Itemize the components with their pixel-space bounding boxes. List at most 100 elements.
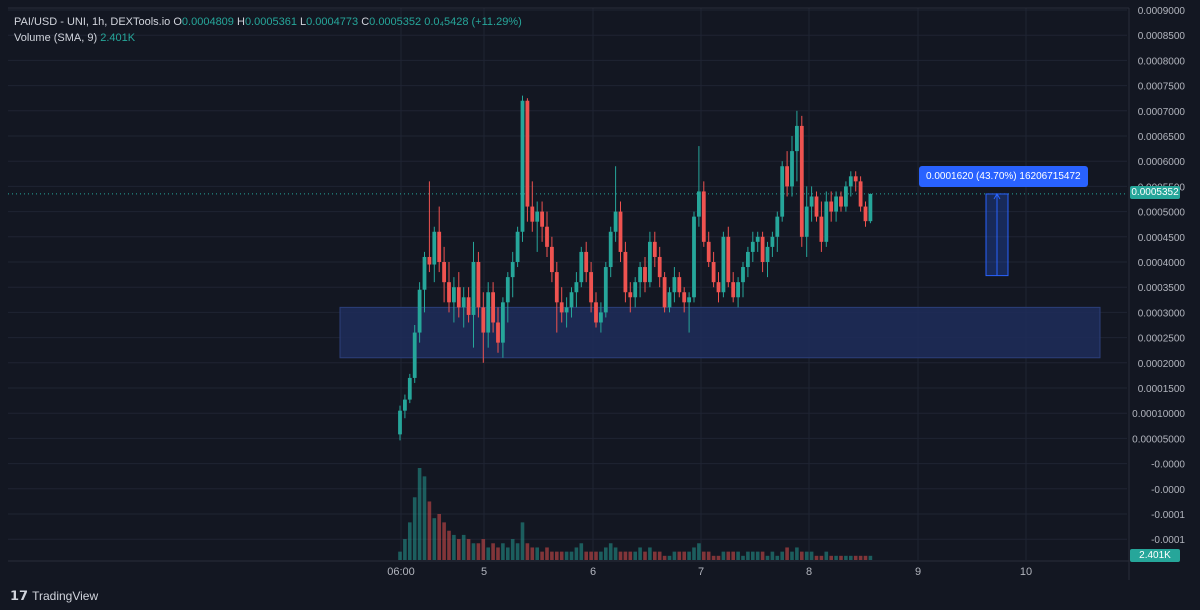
candle-body <box>804 206 809 237</box>
volume-bar <box>755 551 760 560</box>
volume-bar <box>550 551 554 560</box>
candle-body <box>456 287 461 308</box>
candle-body <box>515 231 520 262</box>
candle-body <box>648 241 652 283</box>
price-tick-label: 0.0007500 <box>1138 82 1186 93</box>
candle-body <box>750 241 755 252</box>
candle-body <box>432 231 437 265</box>
candle-body <box>603 267 608 313</box>
volume-bar <box>667 555 672 560</box>
volume-bar <box>662 555 667 560</box>
price-tick-label: 0.0006500 <box>1138 132 1186 143</box>
candle-body <box>844 186 848 207</box>
candle-body <box>501 302 505 343</box>
candle-body <box>496 322 500 343</box>
price-tick-label: 0.0006000 <box>1138 157 1186 168</box>
volume-bar <box>618 551 623 560</box>
candle-body <box>452 287 456 303</box>
candle-body <box>706 241 711 262</box>
candle-body <box>839 196 843 207</box>
volume-bar <box>501 543 505 560</box>
volume-bar <box>800 551 804 560</box>
volume-bar <box>447 530 451 560</box>
volume-bar <box>760 551 765 560</box>
volume-bar <box>476 543 481 560</box>
candle-body <box>863 206 868 222</box>
close-value: 0.0005352 <box>369 16 422 28</box>
volume-bar <box>608 543 613 560</box>
candle-body <box>608 231 613 268</box>
volume-bar <box>564 551 569 560</box>
time-tick-label: 10 <box>1020 566 1032 578</box>
tradingview-brand[interactable]: 𝟭𝟳 TradingView <box>10 588 98 604</box>
volume-label: Volume (SMA, 9) <box>14 32 98 44</box>
ohlc-line: PAI/USD - UNI, 1h, DEXTools.io O0.000480… <box>14 14 522 30</box>
candle-body <box>461 297 466 308</box>
volume-bar <box>584 551 588 560</box>
volume-bar <box>824 551 829 560</box>
volume-bar <box>653 551 657 560</box>
volume-bar <box>427 501 432 560</box>
volume-bar <box>819 555 824 560</box>
volume-value: 2.401K <box>100 32 136 44</box>
candle-body <box>579 251 584 283</box>
price-tick-label: 0.0008000 <box>1138 56 1186 67</box>
candle-body <box>559 302 564 313</box>
high-key: H <box>236 16 245 28</box>
candle-body <box>868 193 873 222</box>
volume-bar <box>408 522 412 560</box>
candle-body <box>716 282 721 293</box>
candle-body <box>760 236 765 262</box>
brand-label: TradingView <box>32 589 99 603</box>
candle-body <box>574 282 579 293</box>
volume-bar <box>471 543 476 560</box>
volume-bar <box>770 551 775 560</box>
volume-bar <box>795 547 799 560</box>
candle-body <box>618 211 623 252</box>
time-tick-label: 9 <box>915 566 921 578</box>
low-key: L <box>300 16 307 28</box>
volume-bar <box>726 551 731 560</box>
volume-bar <box>594 551 598 560</box>
candle-body <box>746 251 750 268</box>
candle-body <box>682 292 687 303</box>
price-tick-label: -0.0001 <box>1151 535 1185 546</box>
candle-body <box>476 262 481 308</box>
volume-bar <box>672 551 677 560</box>
volume-bar <box>863 555 868 560</box>
volume-bar <box>613 547 618 560</box>
candle-body <box>633 282 638 298</box>
volume-bar <box>491 543 495 560</box>
candle-body <box>540 211 544 227</box>
candle-body <box>520 100 525 232</box>
volume-bar <box>437 514 441 560</box>
change-value: 0.0₄5428 (+11.29%) <box>424 16 522 28</box>
volume-bar <box>623 551 628 560</box>
candle-body <box>623 251 628 293</box>
candle-body <box>853 176 858 182</box>
candle-body <box>442 262 446 283</box>
candle-body <box>795 125 799 152</box>
volume-bar <box>628 551 633 560</box>
price-tick-label: 0.0001500 <box>1138 384 1186 395</box>
candle-body <box>564 307 569 313</box>
volume-bar <box>844 555 848 560</box>
volume-bar <box>515 543 520 560</box>
candle-body <box>731 282 736 298</box>
open-key: O <box>173 16 182 28</box>
volume-bar <box>569 551 574 560</box>
candle-body <box>848 176 853 187</box>
candle-body <box>486 292 491 333</box>
candle-body <box>427 256 432 265</box>
chart-legend: PAI/USD - UNI, 1h, DEXTools.io O0.000480… <box>14 14 522 46</box>
candle-body <box>437 231 442 262</box>
price-tick-label: 0.0003000 <box>1138 308 1186 319</box>
measure-label[interactable]: 0.0001620 (43.70%) 16206715472 <box>919 166 1088 187</box>
volume-bar <box>706 551 711 560</box>
candle-body <box>417 289 422 333</box>
candle-body <box>858 181 863 207</box>
candle-body <box>403 399 407 411</box>
candle-body <box>721 236 726 293</box>
